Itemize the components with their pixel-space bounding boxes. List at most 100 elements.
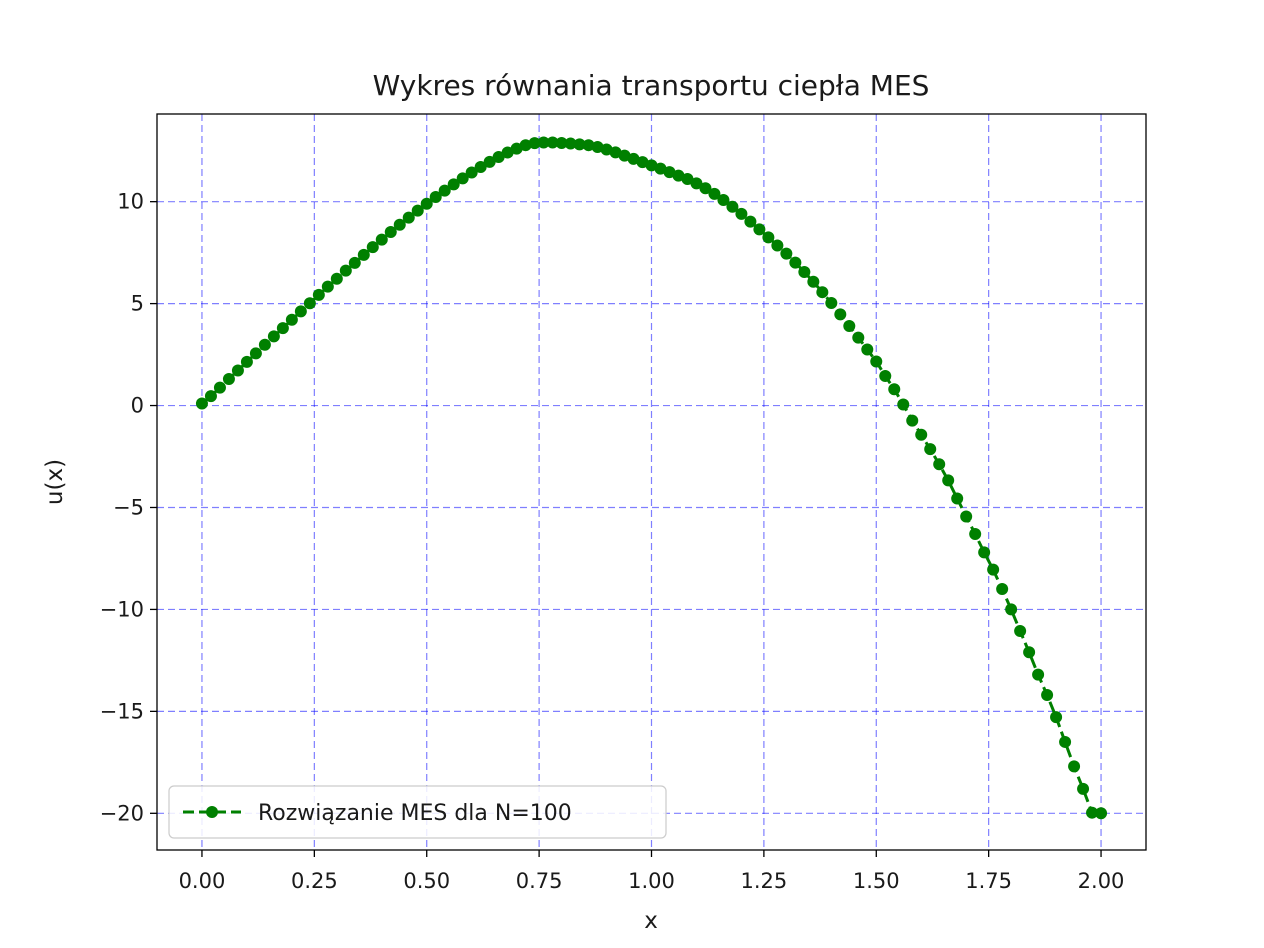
data-point	[1023, 646, 1036, 659]
data-point	[825, 297, 838, 309]
data-point	[519, 139, 532, 152]
data-point	[681, 173, 694, 186]
data-point	[195, 397, 208, 410]
data-point	[951, 492, 964, 505]
data-point	[555, 136, 568, 149]
data-point	[429, 190, 442, 203]
data-point	[969, 527, 982, 540]
data-point	[726, 200, 739, 213]
data-point	[960, 510, 973, 523]
data-point	[663, 166, 676, 179]
series-layer	[195, 136, 1108, 820]
data-point	[492, 151, 505, 164]
data-point	[1050, 711, 1063, 724]
data-point	[1095, 807, 1108, 820]
data-point	[843, 320, 856, 333]
data-point	[573, 138, 586, 151]
data-point	[447, 178, 460, 191]
data-point	[411, 204, 424, 217]
data-point	[483, 155, 496, 168]
data-point	[456, 172, 469, 185]
data-point	[249, 347, 262, 360]
x-tick-label: 1.25	[741, 869, 788, 893]
data-point	[933, 458, 946, 471]
data-point	[672, 169, 685, 182]
data-point	[654, 162, 667, 175]
data-point	[744, 215, 757, 228]
y-tick-label: −10	[100, 597, 144, 621]
legend-entry-label: Rozwiązanie MES dla N=100	[258, 801, 572, 826]
y-tick-label: −20	[100, 801, 144, 825]
data-point	[591, 141, 604, 154]
data-point	[501, 146, 514, 159]
data-point	[1005, 603, 1018, 616]
data-point	[231, 364, 244, 377]
data-point	[771, 239, 784, 252]
y-tick-label: 10	[117, 190, 144, 214]
data-point	[258, 338, 271, 351]
data-point	[240, 355, 253, 368]
data-point	[339, 264, 352, 277]
data-point	[204, 390, 217, 403]
data-point	[1059, 735, 1072, 748]
data-point	[348, 256, 361, 269]
data-point	[564, 137, 577, 150]
data-point	[438, 184, 451, 197]
data-point	[996, 583, 1009, 596]
data-point	[294, 305, 307, 318]
data-point	[420, 197, 433, 210]
data-point	[276, 322, 289, 335]
data-point	[537, 136, 550, 149]
x-tick-label: 0.00	[179, 869, 226, 893]
data-point	[699, 182, 712, 195]
x-tick-label: 0.75	[516, 869, 563, 893]
data-point	[861, 343, 874, 356]
data-point	[393, 218, 406, 231]
data-point	[222, 373, 235, 386]
data-point	[285, 313, 298, 326]
data-point	[384, 226, 397, 239]
data-point	[753, 223, 766, 236]
data-point	[1041, 689, 1054, 702]
legend: Rozwiązanie MES dla N=100	[168, 785, 667, 839]
data-point	[303, 297, 316, 310]
data-point	[816, 286, 829, 299]
data-point	[789, 256, 802, 269]
data-point	[897, 398, 910, 411]
data-point	[978, 546, 991, 559]
data-point	[987, 563, 1000, 576]
data-point	[708, 187, 721, 200]
y-tick-label: −5	[113, 495, 144, 519]
data-point	[375, 233, 388, 246]
y-tick-label: 5	[131, 292, 144, 316]
data-point	[807, 275, 820, 288]
data-point	[366, 241, 379, 254]
data-point	[717, 194, 730, 207]
data-point	[1014, 625, 1027, 638]
data-point	[780, 247, 793, 260]
data-point	[870, 355, 883, 368]
y-tick-label: 0	[131, 394, 144, 418]
data-point	[465, 166, 478, 179]
data-point	[834, 308, 847, 321]
data-point	[1086, 806, 1099, 819]
y-axis-ticks: 10 5 0 −5 −10 −15 −20	[100, 190, 157, 825]
chart-title: Wykres równania transportu ciepła MES	[373, 69, 930, 102]
data-point	[735, 207, 748, 220]
data-point	[330, 272, 343, 285]
data-point	[906, 414, 919, 427]
x-axis-label: x	[644, 908, 658, 934]
data-point	[402, 211, 415, 224]
y-axis-label: u(x)	[42, 459, 68, 505]
data-point	[798, 266, 811, 279]
data-point	[582, 139, 595, 152]
data-point	[474, 161, 487, 174]
data-point	[762, 231, 775, 244]
x-tick-label: 0.50	[403, 869, 450, 893]
data-point	[321, 280, 334, 293]
data-point	[1032, 668, 1045, 681]
data-point	[357, 248, 370, 261]
legend-marker-sample	[206, 806, 218, 818]
data-point	[915, 428, 928, 441]
